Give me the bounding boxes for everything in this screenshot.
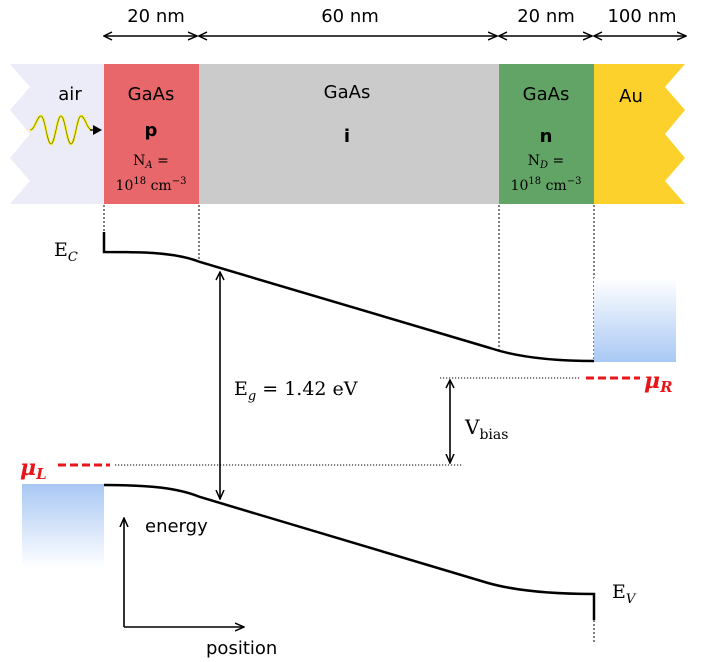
layer-stack: air Au GaAs p NA = 1018 cm−3 GaAs i GaAs…: [10, 64, 685, 204]
p-type-label: p: [145, 120, 158, 141]
ec-label: EC: [54, 239, 78, 265]
n-width-label: 20 nm: [517, 6, 575, 27]
p-material-label: GaAs: [128, 84, 175, 105]
au-label: Au: [619, 86, 643, 107]
p-concentration-label: 1018 cm−3: [116, 176, 187, 194]
right-contact-reservoir: [594, 278, 676, 362]
n-type-label: n: [540, 126, 553, 147]
position-axis-label: position: [206, 638, 277, 659]
i-width-label: 60 nm: [321, 6, 379, 27]
air-label: air: [58, 84, 82, 105]
n-material-label: GaAs: [523, 84, 570, 105]
left-contact-reservoir: [22, 484, 104, 568]
p-dopant-label: NA =: [133, 153, 169, 171]
n-dopant-label: ND =: [528, 153, 564, 171]
air-layer: [10, 64, 104, 204]
n-concentration-label: 1018 cm−3: [511, 176, 582, 194]
au-width-label: 100 nm: [607, 6, 676, 27]
vbias-label: Vbias: [464, 415, 508, 443]
i-layer: [199, 64, 499, 204]
valence-band: [103, 483, 596, 620]
guide-lines: [103, 205, 595, 644]
p-layer: [104, 64, 199, 204]
i-type-label: i: [344, 126, 350, 147]
energy-axis-label: energy: [145, 516, 208, 537]
ev-label: EV: [612, 581, 637, 607]
axes: energy position: [124, 516, 277, 659]
au-layer: [594, 64, 685, 204]
n-layer: [499, 64, 594, 204]
p-width-label: 20 nm: [127, 6, 185, 27]
conduction-band: [102, 232, 595, 363]
mu-left-label: μL: [20, 455, 47, 483]
dimension-arrows: 20 nm 60 nm 20 nm 100 nm: [104, 6, 686, 36]
i-material-label: GaAs: [324, 82, 371, 103]
bandgap-label: Eg = 1.42 eV: [234, 378, 358, 404]
mu-right-label: μR: [644, 368, 673, 396]
